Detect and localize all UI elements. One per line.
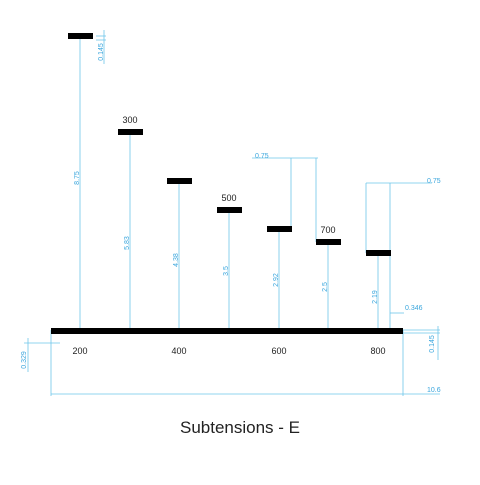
width-600-700-value: 0.75 — [255, 153, 269, 160]
base-bar — [51, 328, 403, 334]
height-values: 8.75 5.83 4.38 3.5 2.92 2.5 2.19 — [74, 171, 379, 304]
bar-400 — [167, 178, 192, 184]
base-thickness-value: 0.145 — [429, 335, 436, 353]
bar-stems — [79, 36, 379, 330]
height-value-300: 5.83 — [124, 236, 131, 250]
total-width-value: 10.6 — [427, 387, 441, 394]
height-value-600: 2.92 — [273, 273, 280, 287]
height-value-200: 8.75 — [74, 171, 81, 185]
dimension-values: 0.145 0.75 0.75 0.346 0.145 0.329 10.6 — [21, 43, 441, 394]
top-gap-value: 0.145 — [98, 43, 105, 61]
height-value-400: 4.38 — [173, 253, 180, 267]
axis-labels: 200 400 600 800 — [72, 346, 385, 356]
bar-700 — [316, 239, 341, 245]
target-bars — [68, 33, 391, 256]
bar-label-300: 300 — [122, 115, 137, 125]
bar-500 — [217, 207, 242, 213]
height-value-500: 3.5 — [223, 266, 230, 276]
bar-800 — [366, 250, 391, 256]
bar-200 — [68, 33, 93, 39]
dimension-lines — [24, 30, 440, 396]
diagram-title: Subtensions - E — [179, 418, 300, 437]
axis-label-600: 600 — [271, 346, 286, 356]
axis-label-200: 200 — [72, 346, 87, 356]
width-800-value: 0.75 — [427, 178, 441, 185]
bar-gap-800-value: 0.346 — [405, 305, 423, 312]
bar-label-700: 700 — [320, 225, 335, 235]
base-offset-value: 0.329 — [21, 351, 28, 369]
bar-600 — [267, 226, 292, 232]
bar-labels: 300 500 700 — [122, 115, 335, 235]
axis-label-800: 800 — [370, 346, 385, 356]
axis-label-400: 400 — [171, 346, 186, 356]
bar-300 — [118, 129, 143, 135]
height-value-700: 2.5 — [322, 282, 329, 292]
height-value-800: 2.19 — [372, 290, 379, 304]
bar-label-500: 500 — [221, 193, 236, 203]
